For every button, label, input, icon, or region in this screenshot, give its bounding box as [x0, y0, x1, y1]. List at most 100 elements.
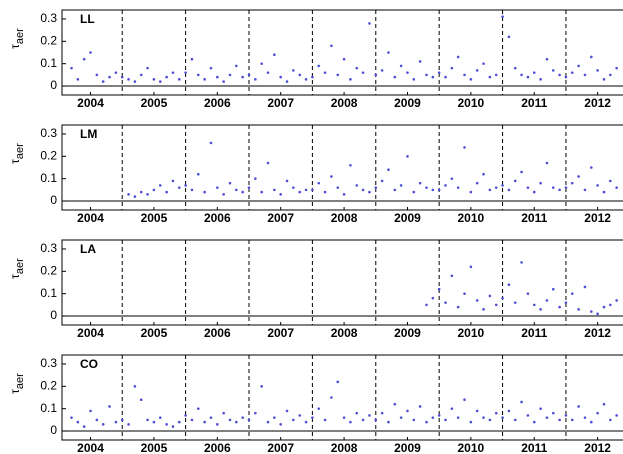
data-point	[228, 73, 232, 77]
data-point	[558, 418, 561, 422]
data-point	[602, 78, 606, 81]
data-point	[387, 51, 390, 54]
data-point	[374, 186, 378, 189]
y-label-subscript: aer	[14, 373, 26, 389]
data-point	[311, 416, 314, 419]
data-point	[95, 73, 99, 77]
panel-label: CO	[80, 357, 98, 371]
y-tick-label: 0.1	[40, 56, 57, 70]
data-point	[184, 414, 187, 417]
data-point	[444, 184, 447, 187]
x-tick-label: 2010	[458, 441, 485, 454]
data-point	[431, 75, 435, 79]
data-point	[450, 66, 454, 70]
x-tick-label: 2009	[394, 441, 421, 454]
data-point	[95, 418, 99, 422]
data-point	[120, 418, 124, 422]
x-tick-label: 2004	[77, 96, 104, 110]
data-point	[570, 71, 574, 74]
data-point	[82, 425, 86, 428]
data-point	[596, 184, 599, 187]
data-point	[393, 402, 397, 406]
data-point	[494, 73, 498, 77]
data-point	[406, 155, 409, 158]
data-point	[526, 75, 530, 79]
data-point	[82, 57, 86, 61]
y-tick-label: 0.1	[40, 401, 57, 415]
data-point	[463, 292, 466, 295]
data-point	[336, 380, 340, 384]
data-point	[539, 308, 542, 311]
data-point	[336, 186, 340, 189]
data-point	[583, 188, 587, 192]
data-point	[570, 418, 574, 422]
data-point	[184, 184, 187, 187]
data-point	[475, 181, 479, 185]
data-point	[89, 409, 92, 413]
data-point	[482, 62, 485, 65]
x-tick-label: 2007	[267, 441, 294, 454]
data-point	[133, 385, 137, 388]
data-point	[311, 75, 314, 79]
data-point	[158, 416, 162, 419]
data-point	[615, 186, 618, 189]
data-point	[120, 75, 124, 79]
data-point	[590, 420, 593, 424]
y-tick-label: 0.1	[40, 286, 57, 300]
data-point	[475, 409, 479, 413]
data-point	[292, 69, 295, 72]
x-tick-label: 2006	[204, 96, 231, 110]
data-point	[330, 396, 333, 399]
data-point	[488, 188, 492, 192]
data-point	[513, 66, 517, 70]
data-point	[342, 193, 346, 196]
data-point	[615, 299, 618, 302]
data-point	[431, 416, 435, 419]
data-point	[551, 287, 555, 291]
y-tick-label: 0.1	[40, 171, 57, 185]
data-point	[558, 305, 561, 309]
data-point	[393, 188, 397, 192]
data-point	[482, 308, 485, 311]
data-point	[450, 177, 454, 180]
data-point	[190, 57, 194, 61]
data-point	[513, 301, 517, 304]
data-point	[590, 166, 593, 169]
data-point	[247, 73, 251, 77]
data-point	[165, 190, 168, 194]
x-tick-label: 2010	[458, 211, 485, 225]
data-point	[513, 179, 517, 183]
data-point	[235, 188, 238, 192]
data-point	[330, 175, 333, 178]
x-tick-label: 2005	[141, 441, 168, 454]
data-point	[235, 420, 238, 424]
data-point	[526, 186, 530, 189]
y-axis-label: τaer	[8, 28, 26, 49]
x-tick-label: 2009	[394, 326, 421, 340]
data-point	[577, 308, 580, 311]
data-point	[355, 411, 359, 415]
data-point	[127, 423, 130, 426]
data-point	[539, 407, 542, 410]
x-tick-label: 2008	[331, 96, 358, 110]
data-point	[412, 190, 416, 194]
data-point	[507, 35, 511, 39]
data-point	[374, 418, 378, 422]
data-point	[139, 190, 143, 194]
data-point	[317, 64, 321, 68]
data-point	[247, 418, 251, 422]
data-point	[165, 75, 168, 79]
y-tick-label: 0.2	[40, 263, 57, 277]
x-tick-label: 2005	[141, 211, 168, 225]
data-point	[196, 407, 200, 410]
data-point	[247, 186, 251, 189]
data-point	[273, 416, 276, 419]
data-point	[323, 190, 327, 194]
data-point	[590, 55, 593, 59]
data-point	[342, 57, 346, 61]
data-point	[209, 141, 213, 145]
y-tick-label: 0.3	[40, 11, 57, 25]
data-point	[558, 188, 561, 192]
data-point	[216, 423, 219, 426]
data-point	[577, 405, 580, 408]
